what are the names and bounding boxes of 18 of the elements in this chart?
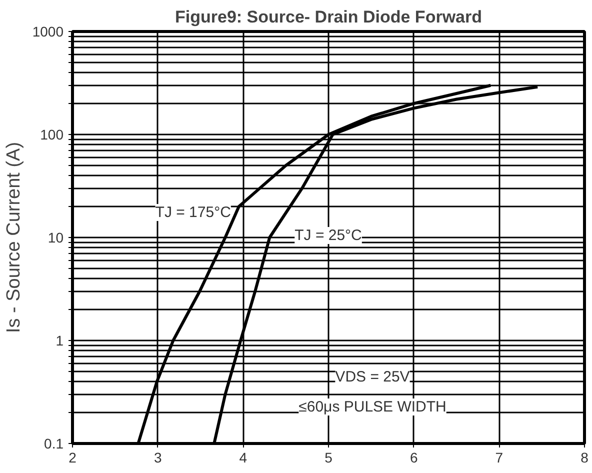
y-axis-title: Is - Source Current (A): [3, 142, 24, 334]
annotation: ≤60μs PULSE WIDTH: [298, 398, 446, 416]
x-tick-label: 6: [410, 450, 418, 466]
y-tick-label: 1000: [32, 24, 64, 40]
x-tick-label: 4: [239, 450, 248, 466]
y-tick-label: 1: [56, 332, 64, 348]
x-tick-label: 5: [324, 450, 333, 466]
annotation: VDS = 25V: [335, 368, 410, 386]
y-tick-label: 0.1: [44, 436, 64, 452]
x-tick-label: 8: [580, 450, 589, 466]
series-label: TJ = 25°C: [294, 227, 362, 244]
y-tick-label: 10: [48, 230, 64, 246]
chart-title: Figure9: Source- Drain Diode Forward: [175, 8, 482, 26]
series-label: TJ = 175°C: [155, 204, 232, 221]
x-tick-label: 3: [154, 450, 162, 466]
x-tick-label: 2: [68, 450, 77, 466]
y-tick-label: 100: [40, 126, 64, 142]
x-tick-label: 7: [495, 450, 504, 466]
